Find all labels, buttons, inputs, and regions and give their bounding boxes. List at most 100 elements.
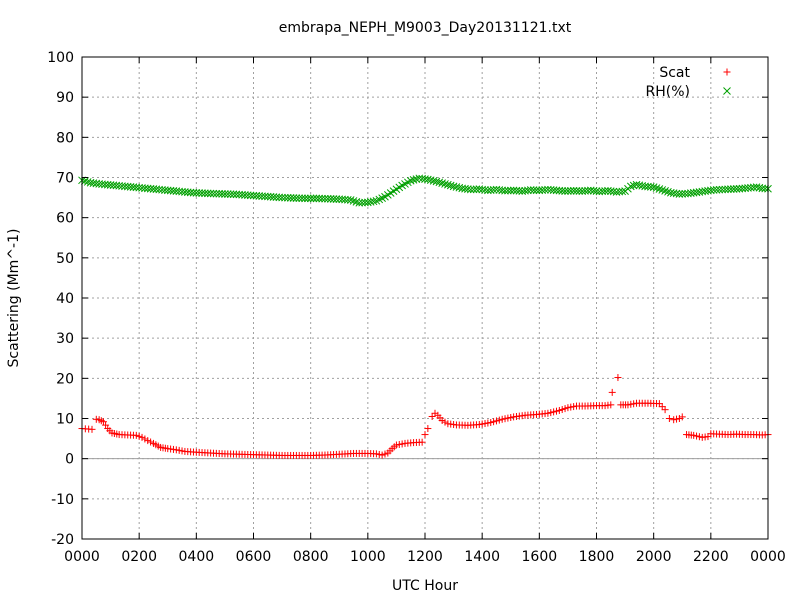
rh-data-point [444,180,452,189]
y-tick-label: -20 [51,532,74,548]
rh-data-point [452,183,461,191]
scat-data-point [421,431,429,439]
x-tick-label: 1400 [464,549,500,565]
scat-data-point [438,417,446,425]
y-tick-label: 70 [56,171,74,187]
rh-data-point [564,187,572,195]
y-tick-label: 10 [56,412,74,428]
y-tick-label: 50 [56,251,74,267]
rh-data-point [661,187,669,195]
rh-data-point [618,187,627,196]
rh-data-point [195,189,204,197]
rh-data-point [569,186,578,195]
rh-data-point [715,185,724,194]
grid-lines [82,57,768,539]
scat-data-point [424,425,432,433]
chart-title: embrapa_NEPH_M9003_Day20131121.txt [279,20,572,36]
scat-data-point [381,450,389,458]
scat-data-point [561,405,569,413]
rh-data-point [678,189,687,198]
scat-data-point [547,409,555,417]
rh-data-point [218,190,226,198]
scat-data-point [614,374,622,382]
scat-data-point [624,401,632,409]
rh-data-point [655,185,664,193]
rh-data-point [409,176,418,184]
scat-data-point [175,446,183,454]
scat-data-point [544,409,552,417]
scat-data-point [661,406,669,414]
rh-data-point [301,194,309,203]
legend-label-rh: RH(%) [646,84,690,100]
rh-data-point [206,189,215,198]
rh-data-point [649,183,658,191]
y-tick-label: -10 [51,492,74,508]
rh-data-point [292,194,301,202]
scat-data-point [88,425,96,433]
rh-data-point [609,187,618,196]
scat-data-point [144,437,152,445]
scat-data-point [478,420,486,428]
scat-data-point [135,432,143,440]
rh-data-point [189,188,198,197]
rh-data-point [629,181,638,190]
rh-data-point [729,185,738,193]
scat-data-point [558,406,566,414]
x-tick-label: 1600 [522,549,558,565]
x-tick-label: 2200 [693,549,729,565]
rh-data-point [664,187,672,196]
scat-data-point [395,440,403,448]
rh-data-point [709,186,718,194]
y-axis-label: Scattering (Mm^-1) [6,229,22,368]
y-tick-label: 90 [56,90,74,106]
y-tick-label: 80 [56,130,74,146]
rh-data-point [489,185,498,194]
rh-data-point [201,189,209,198]
scat-data-point [441,418,449,426]
x-tick-label: 1200 [407,549,443,565]
scat-data-point [507,413,515,421]
scat-data-point [138,433,146,441]
rh-data-point [584,186,592,195]
x-tick-label: 0600 [236,549,272,565]
rh-data-point [726,185,735,194]
rh-data-point [481,186,489,194]
rh-data-point [449,182,458,191]
rh-data-point [652,184,661,192]
rh-data-point [761,184,769,193]
x-tick-label: 0000 [750,549,786,565]
rh-data-point [355,198,364,207]
rh-data-point [441,180,449,188]
scat-data-point [665,415,673,422]
rh-data-point [358,198,366,207]
scat-data-point [398,440,406,448]
rh-data-point [318,194,326,203]
scat-data-point [564,404,572,412]
scat-data-point [550,408,558,416]
rh-data-point [278,193,286,202]
scat-data-point [690,431,698,439]
scat-data-point [673,415,681,423]
scat-data-point [132,431,140,439]
scat-data-point [501,415,509,423]
rh-data-point [501,186,509,195]
rh-data-point [572,187,581,195]
rh-data-point [309,194,318,203]
x-tick-label: 0400 [179,549,215,565]
rh-data-point [724,185,732,194]
rh-data-point [658,186,667,194]
rh-data-point [506,186,515,195]
scat-data-point [555,406,563,414]
rh-data-point [592,187,601,196]
scat-data-point [670,416,678,424]
x-axis-label: UTC Hour [392,578,458,594]
rh-data-point [472,185,481,194]
rh-data-point [349,197,358,205]
scat-data-point [147,438,155,446]
scat-data-point [608,388,616,396]
rh-data-point [424,175,432,184]
rh-data-point [281,193,289,202]
rh-data-point [466,185,475,194]
y-tick-label: 30 [56,331,74,347]
rh-data-point [229,190,238,199]
